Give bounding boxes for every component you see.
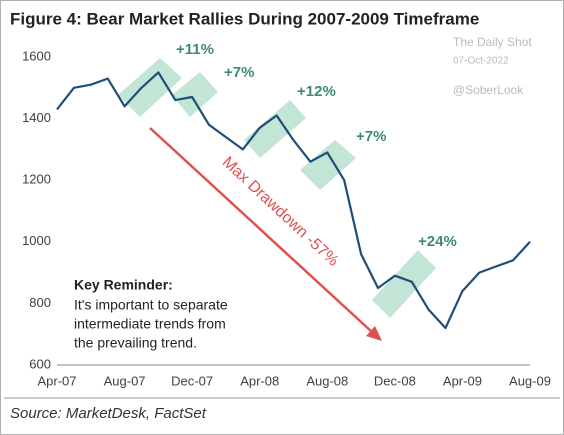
rally-box xyxy=(244,100,306,158)
arrow-head xyxy=(366,326,382,341)
rally-label: +12% xyxy=(297,83,336,100)
x-tick-label: Aug-07 xyxy=(104,373,146,388)
drawdown-arrow xyxy=(149,127,373,333)
reminder-text: It's important to separate xyxy=(74,297,228,313)
watermark: The Daily Shot xyxy=(453,35,532,49)
source: Source: MarketDesk, FactSet xyxy=(10,405,207,422)
x-tick-label: Apr-08 xyxy=(240,373,279,388)
price-line xyxy=(56,71,531,330)
rally-box xyxy=(300,140,356,190)
y-tick-label: 1000 xyxy=(22,233,51,248)
rally-label: +24% xyxy=(418,233,457,250)
rally-box xyxy=(118,58,182,117)
rally-highlights xyxy=(118,58,436,318)
y-tick-label: 1200 xyxy=(22,172,51,187)
watermark: 07-Oct-2022 xyxy=(453,56,509,67)
reminder-text: the prevailing trend. xyxy=(74,335,197,351)
y-tick-label: 800 xyxy=(29,295,51,310)
x-tick-label: Dec-08 xyxy=(374,373,416,388)
rally-label: +11% xyxy=(176,41,214,58)
reminder-title: Key Reminder: xyxy=(74,277,173,293)
x-tick-label: Dec-07 xyxy=(171,373,213,388)
rally-box xyxy=(172,72,218,117)
x-tick-label: Apr-07 xyxy=(37,373,76,388)
rally-label: +7% xyxy=(356,128,386,145)
reminder-text: intermediate trends from xyxy=(74,316,226,332)
y-tick-label: 600 xyxy=(29,356,51,371)
rally-label: +7% xyxy=(224,64,254,81)
watermark: @SoberLook xyxy=(453,83,524,97)
y-tick-label: 1400 xyxy=(22,110,51,125)
y-tick-label: 1600 xyxy=(22,48,51,63)
x-tick-label: Aug-09 xyxy=(509,373,551,388)
x-tick-label: Aug-08 xyxy=(306,373,348,388)
x-tick-label: Apr-09 xyxy=(443,373,482,388)
chart-title: Figure 4: Bear Market Rallies During 200… xyxy=(10,9,479,28)
rally-box xyxy=(372,250,436,318)
